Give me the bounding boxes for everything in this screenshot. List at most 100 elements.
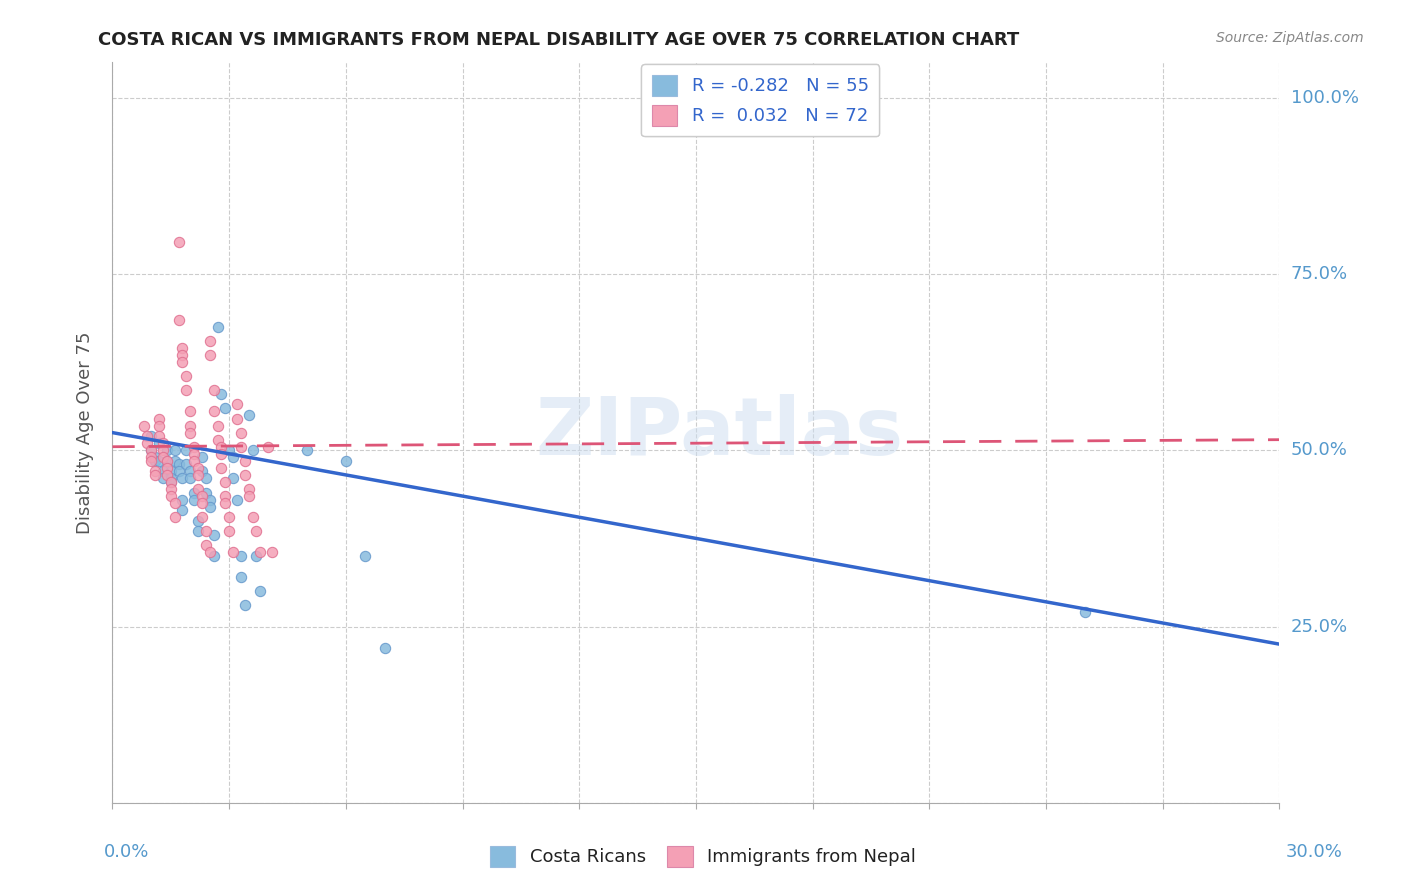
Point xyxy=(176,384,198,398)
Point xyxy=(143,454,166,468)
Point xyxy=(218,524,240,539)
Point xyxy=(172,492,194,507)
Point xyxy=(229,570,252,584)
Point xyxy=(183,485,205,500)
Point xyxy=(143,467,166,482)
Point xyxy=(229,440,252,454)
Point xyxy=(202,549,225,563)
Point xyxy=(209,447,232,461)
Point xyxy=(191,510,214,524)
Point xyxy=(249,545,271,559)
Point xyxy=(229,425,252,440)
Point xyxy=(172,341,194,355)
Point xyxy=(141,443,163,458)
Point xyxy=(176,369,198,384)
Point xyxy=(374,640,396,655)
Point xyxy=(163,443,186,458)
Point xyxy=(132,418,155,433)
Point xyxy=(214,401,236,415)
Point xyxy=(335,454,357,468)
Point xyxy=(160,475,183,489)
Point xyxy=(148,418,170,433)
Point xyxy=(167,313,190,327)
Point xyxy=(191,496,214,510)
Point xyxy=(187,524,209,539)
Point xyxy=(143,450,166,465)
Point xyxy=(191,450,214,465)
Point xyxy=(167,458,190,472)
Point xyxy=(176,458,198,472)
Point xyxy=(183,492,205,507)
Point xyxy=(148,429,170,443)
Point xyxy=(176,443,198,458)
Point xyxy=(187,461,209,475)
Text: 75.0%: 75.0% xyxy=(1291,265,1348,283)
Point xyxy=(163,454,186,468)
Point xyxy=(198,348,221,362)
Point xyxy=(242,510,264,524)
Point xyxy=(160,475,183,489)
Point xyxy=(245,524,267,539)
Point xyxy=(148,436,170,450)
Point xyxy=(207,319,229,334)
Point xyxy=(152,450,174,465)
Point xyxy=(156,461,179,475)
Point xyxy=(148,411,170,425)
Point xyxy=(354,549,377,563)
Point xyxy=(257,440,280,454)
Point xyxy=(179,418,201,433)
Point xyxy=(160,489,183,503)
Legend: R = -0.282   N = 55, R =  0.032   N = 72: R = -0.282 N = 55, R = 0.032 N = 72 xyxy=(641,64,880,136)
Point xyxy=(209,440,232,454)
Point xyxy=(187,467,209,482)
Point xyxy=(156,454,179,468)
Point xyxy=(172,471,194,485)
Point xyxy=(156,454,179,468)
Point xyxy=(160,464,183,478)
Point xyxy=(218,443,240,458)
Point xyxy=(238,489,260,503)
Point xyxy=(191,464,214,478)
Point xyxy=(152,443,174,458)
Point xyxy=(233,599,256,613)
Point xyxy=(202,528,225,542)
Text: 0.0%: 0.0% xyxy=(104,843,149,861)
Point xyxy=(191,489,214,503)
Point xyxy=(194,524,217,539)
Point xyxy=(141,450,163,465)
Point xyxy=(209,461,232,475)
Point xyxy=(163,496,186,510)
Point xyxy=(152,464,174,478)
Point xyxy=(141,454,163,468)
Text: Source: ZipAtlas.com: Source: ZipAtlas.com xyxy=(1216,31,1364,45)
Point xyxy=(245,549,267,563)
Text: ZIPatlas: ZIPatlas xyxy=(536,393,904,472)
Point xyxy=(179,464,201,478)
Point xyxy=(136,436,159,450)
Point xyxy=(136,429,159,443)
Point xyxy=(156,467,179,482)
Point xyxy=(222,471,245,485)
Point xyxy=(172,355,194,369)
Point xyxy=(172,348,194,362)
Point xyxy=(238,408,260,422)
Point xyxy=(198,500,221,514)
Point xyxy=(249,584,271,599)
Point xyxy=(226,397,249,411)
Text: COSTA RICAN VS IMMIGRANTS FROM NEPAL DISABILITY AGE OVER 75 CORRELATION CHART: COSTA RICAN VS IMMIGRANTS FROM NEPAL DIS… xyxy=(98,31,1019,49)
Point xyxy=(172,503,194,517)
Point xyxy=(198,492,221,507)
Point xyxy=(218,510,240,524)
Point xyxy=(214,496,236,510)
Text: 30.0%: 30.0% xyxy=(1286,843,1343,861)
Text: 100.0%: 100.0% xyxy=(1291,88,1358,107)
Point xyxy=(198,545,221,559)
Point xyxy=(242,443,264,458)
Point xyxy=(167,464,190,478)
Point xyxy=(183,447,205,461)
Point xyxy=(141,429,163,443)
Point xyxy=(229,549,252,563)
Y-axis label: Disability Age Over 75: Disability Age Over 75 xyxy=(76,331,94,534)
Point xyxy=(167,235,190,250)
Point xyxy=(233,454,256,468)
